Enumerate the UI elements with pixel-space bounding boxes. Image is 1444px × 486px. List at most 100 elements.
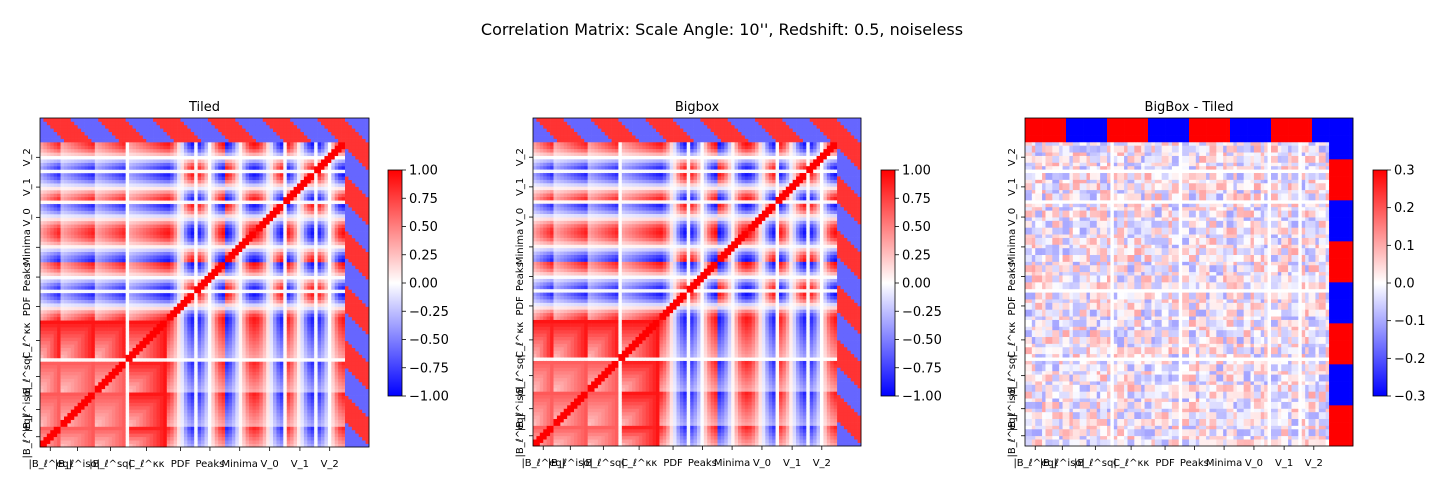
heatmap-cell: [139, 152, 144, 157]
heatmap-cell: [122, 426, 127, 431]
heatmap-cell: [183, 402, 188, 407]
heatmap-cell: [156, 344, 161, 348]
heatmap-cell: [163, 313, 168, 318]
heatmap-cell: [207, 213, 212, 218]
heatmap-cell: [125, 412, 130, 417]
heatmap-cell: [139, 330, 144, 335]
heatmap-cell: [149, 176, 154, 181]
heatmap-cell: [194, 426, 198, 431]
heatmap-cell: [156, 124, 161, 129]
heatmap-cell: [105, 213, 109, 218]
heatmap-cell: [180, 316, 185, 321]
heatmap-cell: [111, 224, 116, 229]
heatmap-cell: [81, 224, 85, 229]
heatmap-cell: [87, 289, 92, 294]
heatmap-cell: [60, 333, 65, 338]
heatmap-cell: [177, 285, 181, 290]
heatmap-cell: [60, 203, 65, 208]
heatmap-cell: [170, 419, 175, 424]
heatmap-cell: [46, 207, 51, 211]
heatmap-cell: [187, 309, 192, 314]
heatmap-cell: [146, 121, 151, 126]
heatmap-cell: [108, 419, 113, 424]
heatmap-cell: [166, 118, 171, 122]
heatmap-cell: [101, 299, 106, 304]
heatmap-cell: [207, 344, 212, 348]
heatmap-cell: [125, 275, 130, 280]
heatmap-cell: [111, 255, 116, 259]
heatmap-cell: [67, 303, 72, 307]
heatmap-cell: [197, 330, 202, 335]
heatmap-cell: [180, 272, 185, 276]
heatmap-cell: [187, 385, 192, 390]
heatmap-cell: [40, 227, 44, 232]
heatmap-cell: [43, 159, 48, 163]
heatmap-cell: [101, 371, 106, 376]
heatmap-cell: [207, 162, 212, 167]
heatmap-cell: [74, 196, 79, 201]
heatmap-cell: [63, 429, 68, 434]
heatmap-cell: [132, 429, 137, 434]
heatmap-cell: [159, 179, 164, 184]
heatmap-cell: [163, 118, 168, 122]
heatmap-cell: [177, 268, 181, 273]
heatmap-cell: [139, 426, 144, 431]
heatmap-cell: [163, 282, 168, 287]
heatmap-cell: [163, 241, 168, 246]
heatmap-cell: [57, 217, 61, 222]
heatmap-cell: [74, 423, 79, 427]
heatmap-cell: [170, 402, 175, 407]
heatmap-cell: [170, 436, 175, 441]
heatmap-cell: [146, 145, 151, 150]
heatmap-cell: [108, 385, 113, 390]
heatmap-cell: [173, 303, 178, 307]
heatmap-cell: [125, 327, 130, 331]
heatmap-cell: [183, 423, 188, 427]
heatmap-cell: [70, 268, 75, 273]
heatmap-cell: [125, 399, 130, 403]
heatmap-cell: [201, 436, 205, 441]
heatmap-cell: [211, 327, 216, 331]
heatmap-cell: [94, 320, 99, 324]
heatmap-cell: [201, 131, 205, 136]
heatmap-cell: [139, 169, 144, 174]
heatmap-cell: [135, 275, 140, 280]
heatmap-cell: [132, 392, 137, 396]
heatmap-cell: [81, 162, 85, 167]
heatmap-cell: [211, 165, 216, 170]
heatmap-cell: [63, 279, 68, 283]
heatmap-cell: [57, 210, 61, 215]
heatmap-cell: [207, 244, 212, 249]
heatmap-cell: [170, 237, 175, 242]
heatmap-cell: [122, 261, 127, 266]
heatmap-cell: [146, 368, 151, 372]
heatmap-cell: [159, 320, 164, 324]
heatmap-cell: [94, 381, 99, 386]
heatmap-cell: [70, 248, 75, 253]
heatmap-cell: [125, 316, 130, 321]
heatmap-cell: [63, 405, 68, 410]
heatmap-cell: [70, 172, 75, 177]
heatmap-cell: [163, 265, 168, 270]
heatmap-cell: [81, 327, 85, 331]
heatmap-cell: [190, 248, 195, 253]
heatmap-cell: [170, 340, 175, 345]
heatmap-cell: [190, 135, 195, 139]
heatmap-cell: [60, 375, 65, 379]
heatmap-cell: [135, 416, 140, 420]
heatmap-cell: [115, 282, 120, 287]
heatmap-cell: [115, 395, 120, 400]
heatmap-cell: [40, 241, 44, 246]
heatmap-cell: [105, 320, 109, 324]
heatmap-cell: [190, 416, 195, 420]
heatmap-cell: [94, 179, 99, 184]
heatmap-cell: [142, 405, 147, 410]
heatmap-cell: [204, 179, 209, 184]
heatmap-cell: [197, 165, 202, 170]
heatmap-cell: [87, 347, 92, 352]
heatmap-cell: [87, 354, 92, 359]
heatmap-cell: [183, 138, 188, 143]
heatmap-cell: [74, 296, 79, 300]
heatmap-cell: [211, 375, 216, 379]
heatmap-cell: [98, 224, 103, 229]
